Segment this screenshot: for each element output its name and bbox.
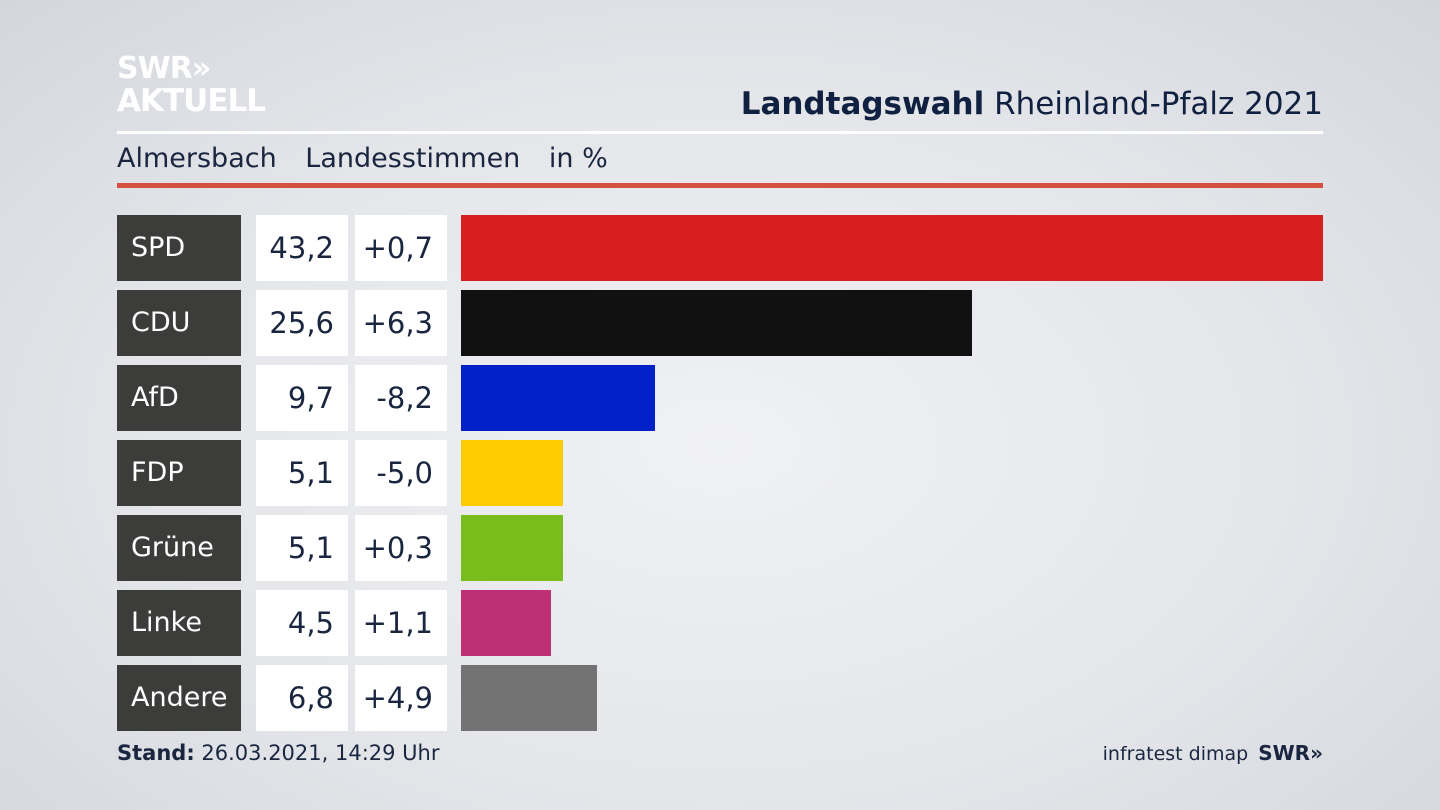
value-label: 4,5	[256, 590, 348, 656]
value-label: 5,1	[256, 515, 348, 581]
party-label: CDU	[117, 290, 241, 356]
title-rest: Rheinland-Pfalz 2021	[984, 86, 1323, 122]
value-label: 43,2	[256, 215, 348, 281]
bar-afd	[461, 365, 655, 431]
change-label: +0,7	[355, 215, 447, 281]
change-label: +4,9	[355, 665, 447, 731]
swr-brand: SWR»	[1258, 741, 1323, 765]
subtitle-divider	[117, 183, 1323, 188]
title-bold: Landtagswahl	[740, 86, 985, 122]
change-label: +6,3	[355, 290, 447, 356]
source-name: infratest dimap	[1102, 743, 1249, 765]
subtitle-place: Almersbach	[117, 143, 277, 174]
party-label: Andere	[117, 665, 241, 731]
bar-cdu	[461, 290, 972, 356]
header-divider	[117, 131, 1323, 134]
change-label: +0,3	[355, 515, 447, 581]
change-label: -5,0	[355, 440, 447, 506]
bar-linke	[461, 590, 551, 656]
logo-line-2: AKTUELL	[117, 83, 266, 119]
value-label: 9,7	[256, 365, 348, 431]
swr-aktuell-logo: SWR» AKTUELL	[117, 51, 266, 119]
party-label: AfD	[117, 365, 241, 431]
party-label: SPD	[117, 215, 241, 281]
bar-fdp	[461, 440, 563, 506]
logo-line-1: SWR»	[117, 51, 211, 86]
bar-andere	[461, 665, 597, 731]
stand-label: Stand:	[117, 741, 195, 765]
timestamp: Stand: 26.03.2021, 14:29 Uhr	[117, 741, 440, 765]
value-label: 6,8	[256, 665, 348, 731]
value-label: 5,1	[256, 440, 348, 506]
party-label: FDP	[117, 440, 241, 506]
party-label: Grüne	[117, 515, 241, 581]
stand-value: 26.03.2021, 14:29 Uhr	[194, 741, 440, 765]
party-label: Linke	[117, 590, 241, 656]
value-label: 25,6	[256, 290, 348, 356]
subtitle-measure: Landesstimmen	[305, 143, 521, 174]
change-label: -8,2	[355, 365, 447, 431]
page-title: Landtagswahl Rheinland-Pfalz 2021	[741, 86, 1323, 122]
change-label: +1,1	[355, 590, 447, 656]
bar-spd	[461, 215, 1323, 281]
bar-grüne	[461, 515, 563, 581]
subtitle-unit: in %	[548, 143, 608, 174]
subtitle: Almersbach Landesstimmen in %	[117, 143, 628, 174]
source-credit: infratest dimap SWR»	[1103, 741, 1323, 765]
